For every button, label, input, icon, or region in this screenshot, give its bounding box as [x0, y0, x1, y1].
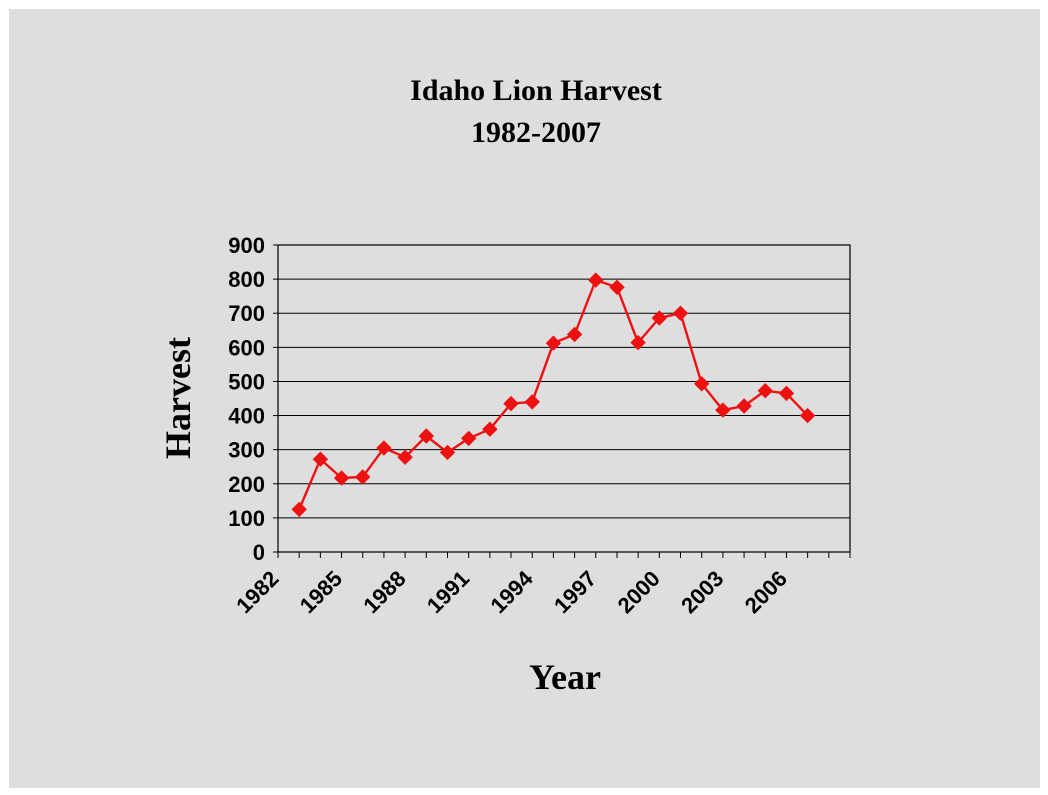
data-point — [376, 440, 392, 456]
y-tick-label: 600 — [228, 335, 265, 360]
data-point — [333, 470, 350, 486]
x-tick-label: 1982 — [231, 566, 283, 618]
data-point — [354, 469, 371, 485]
y-tick-label: 500 — [228, 369, 265, 394]
data-point — [460, 430, 477, 447]
data-point — [693, 376, 710, 392]
chart-panel: Idaho Lion Harvest 1982-2007 0 100 200 300 4… — [9, 9, 1040, 788]
x-tick-label: 1994 — [485, 565, 538, 618]
x-tick-label: 2003 — [676, 566, 728, 618]
chart-title: Idaho Lion Harvest — [410, 74, 662, 107]
data-point — [630, 334, 646, 351]
series-line — [298, 278, 809, 510]
data-point — [778, 385, 795, 402]
data-point — [566, 326, 583, 343]
gridlines — [278, 278, 850, 519]
x-tick-label: 2000 — [613, 566, 665, 618]
data-point — [736, 398, 752, 414]
data-point — [418, 428, 435, 444]
data-point — [439, 444, 456, 461]
data-point — [312, 451, 329, 467]
x-tick-label: 1997 — [549, 566, 601, 618]
data-point — [757, 382, 774, 399]
x-ticks: 1982 1985 1988 1991 1994 1997 2000 2003 2006 — [231, 552, 851, 618]
y-tick-label: 900 — [228, 233, 265, 258]
x-tick-label: 1988 — [358, 566, 410, 618]
data-point — [651, 310, 668, 326]
data-point — [397, 449, 413, 465]
data-point — [545, 335, 562, 351]
y-tick-label: 100 — [228, 506, 265, 531]
y-tick-label: 800 — [228, 267, 265, 292]
x-tick-label: 2006 — [740, 566, 792, 618]
chart-subtitle: 1982-2007 — [471, 116, 601, 149]
data-point — [588, 272, 604, 288]
data-point — [482, 421, 498, 437]
y-tick-labels: 0 100 200 300 400 500 600 700 800 900 — [228, 233, 278, 565]
data-point — [291, 501, 307, 518]
y-tick-label: 700 — [228, 301, 265, 326]
y-axis-title: Harvest — [158, 337, 198, 459]
chart-svg: Idaho Lion Harvest 1982-2007 0 100 200 300 4… — [158, 74, 851, 697]
data-point — [715, 402, 731, 418]
data-point — [609, 279, 625, 296]
data-point — [503, 395, 519, 412]
data-point — [524, 394, 540, 410]
data-point — [799, 407, 816, 424]
series-layer — [291, 272, 816, 518]
x-axis-title: Year — [529, 657, 601, 697]
y-tick-label: 200 — [228, 472, 265, 497]
x-tick-label: 1991 — [422, 566, 474, 618]
y-tick-label: 400 — [228, 404, 265, 429]
plot-area-frame — [277, 244, 851, 553]
y-tick-label: 300 — [228, 438, 265, 463]
data-point — [672, 305, 689, 321]
y-tick-label: 0 — [253, 540, 265, 565]
x-tick-label: 1985 — [295, 566, 347, 618]
